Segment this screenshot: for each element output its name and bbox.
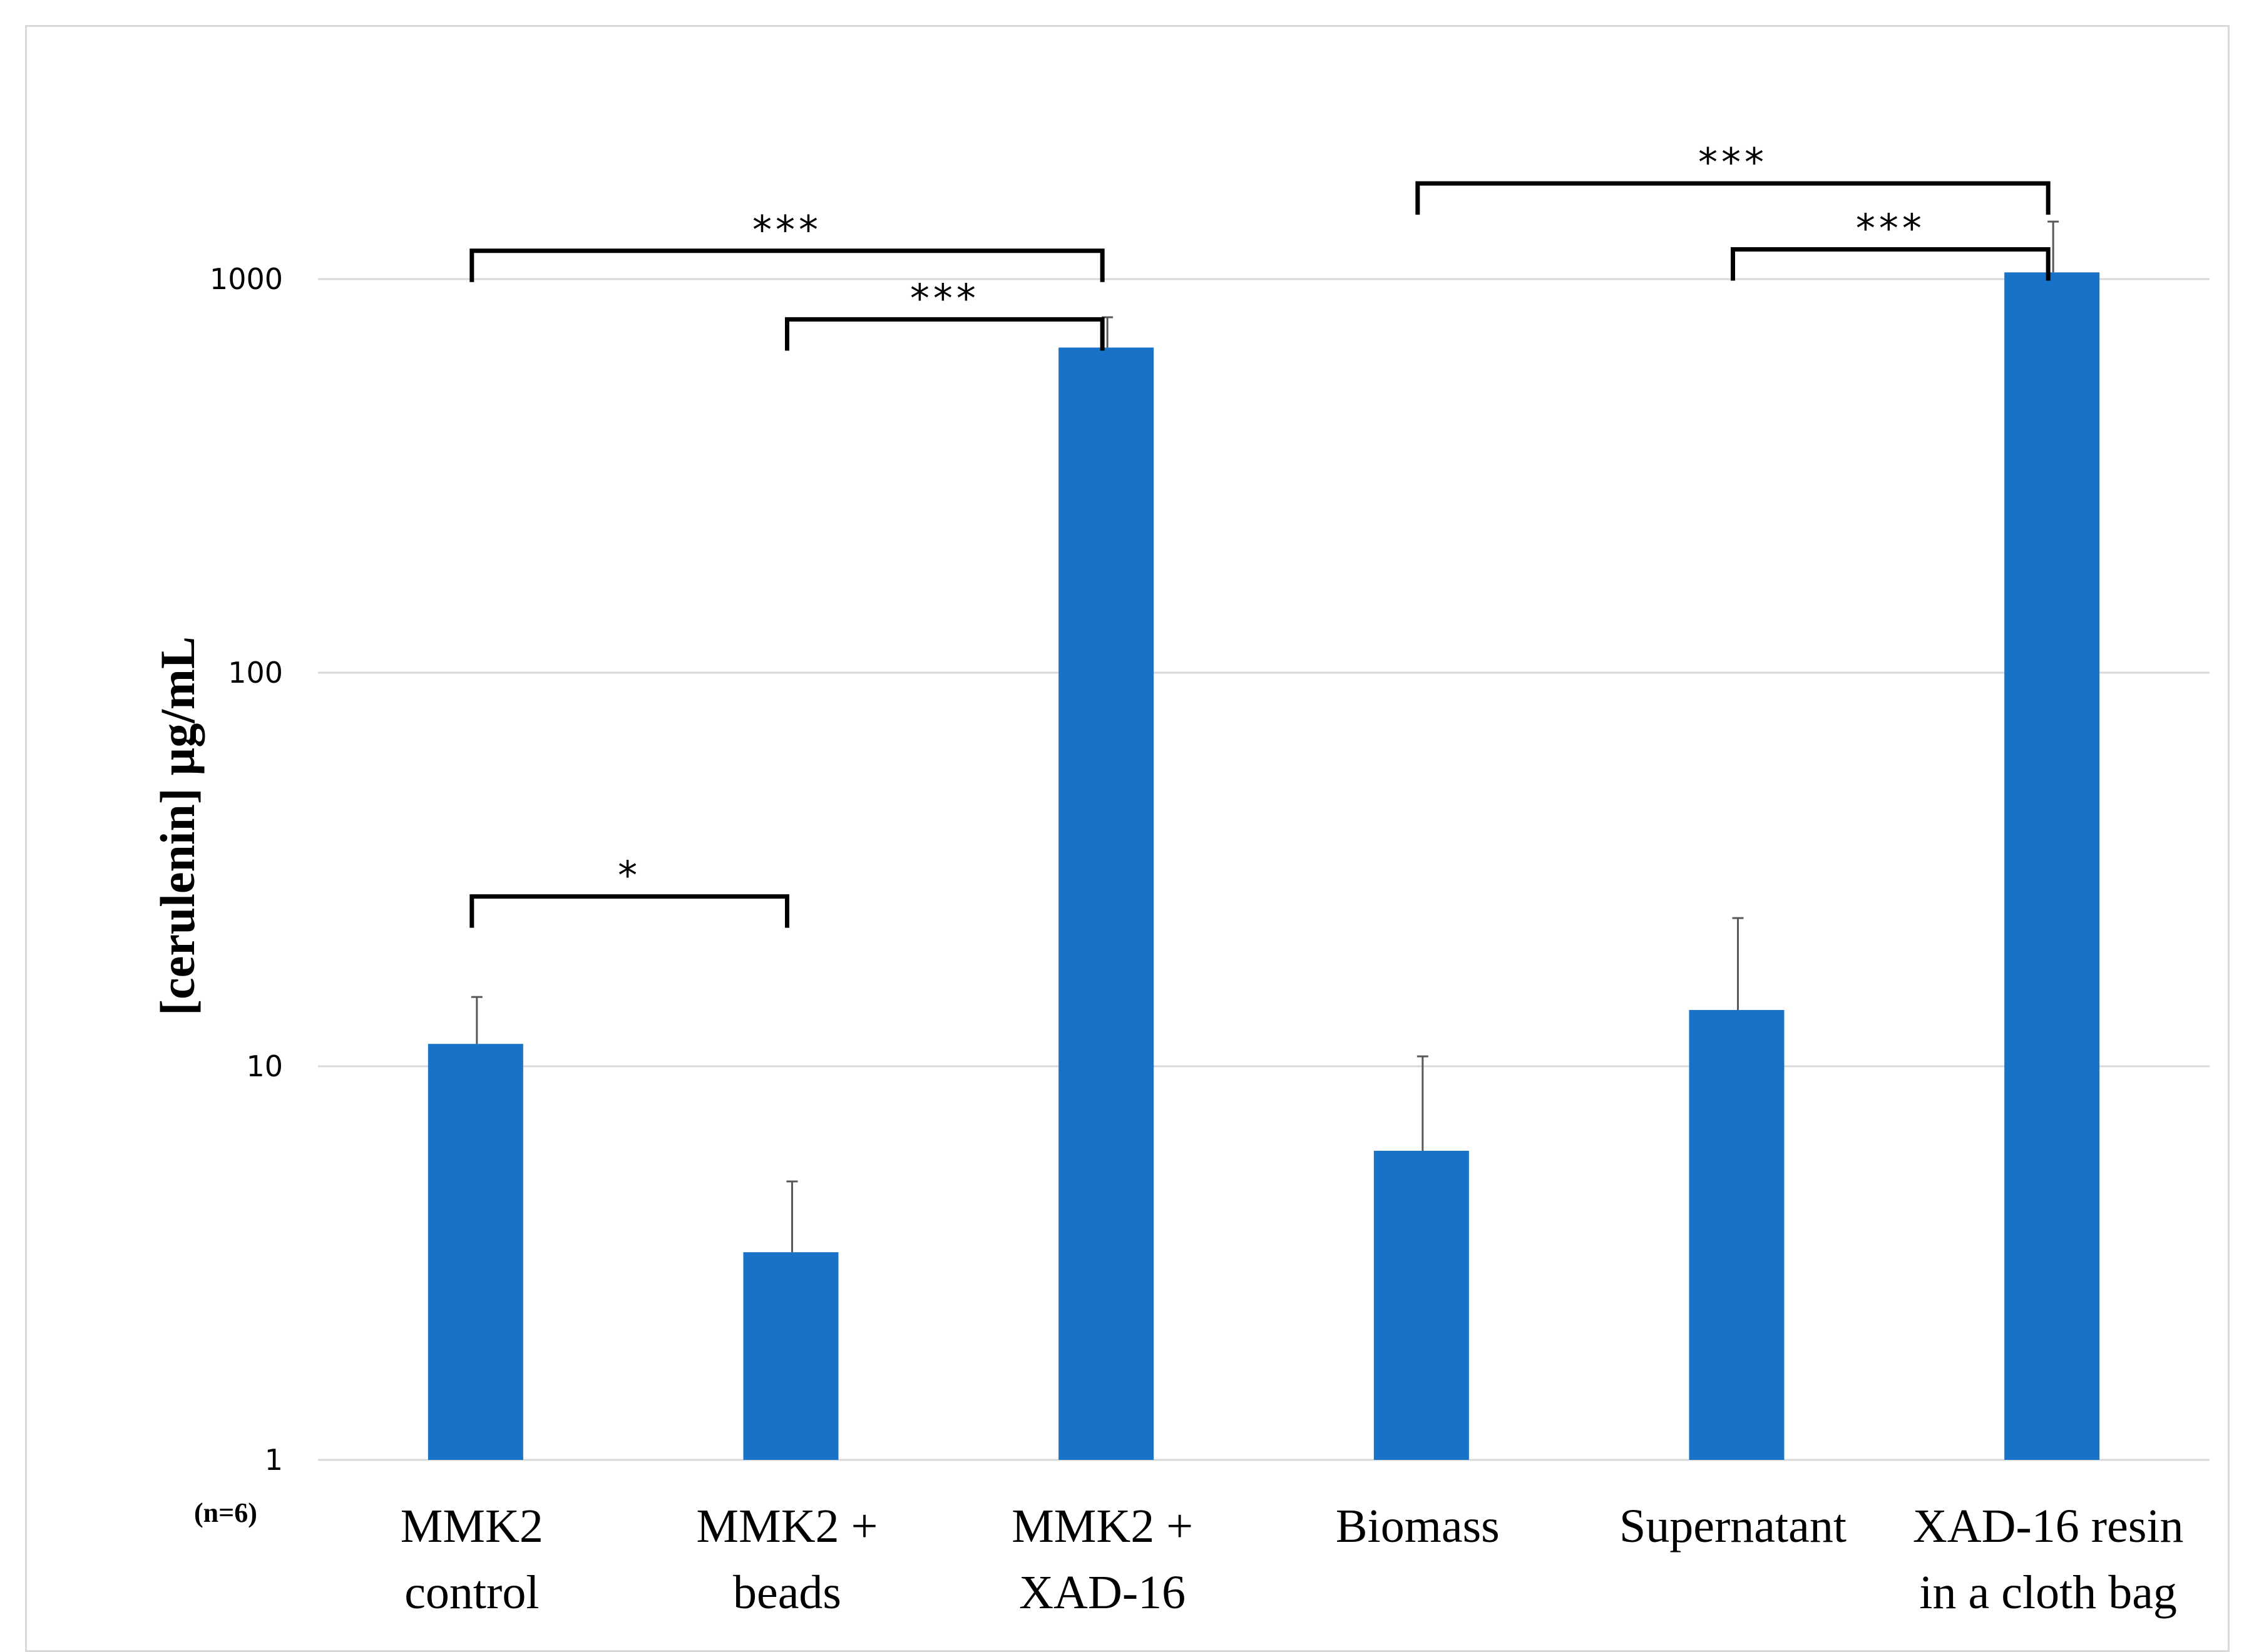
significance-brackets: ************* [469,140,2051,928]
y-tick-label: 100 [228,656,283,690]
y-tick-label: 10 [246,1049,283,1083]
category-label: beads [733,1566,841,1619]
bar [1058,347,1154,1460]
significance-bracket [785,317,1105,351]
significance-bracket [469,248,1105,282]
category-label: in a cloth bag [1919,1566,2177,1619]
category-label: XAD-16 resin [1913,1500,2184,1553]
gridlines [318,278,2210,1461]
category-label: control [404,1566,539,1619]
significance-label: * [618,853,641,899]
error-bars [471,220,2059,1253]
category-label: MMK2 + [697,1500,878,1553]
y-tick-label: 1 [265,1443,283,1477]
category-label: Supernatant [1619,1500,1847,1553]
bars [428,272,2100,1461]
significance-bracket [1415,181,2051,215]
category-label: MMK2 [401,1500,543,1553]
category-label: Biomass [1336,1500,1500,1553]
bar [2004,272,2100,1461]
significance-label: *** [1698,140,1768,185]
significance-bracket [469,894,789,928]
sample-size-label: (n=6) [194,1497,257,1528]
y-axis-label: [cerulenin] µg/mL [150,636,205,1016]
bar [1689,1010,1785,1460]
bar [743,1252,839,1460]
category-label: XAD-16 [1019,1566,1186,1619]
category-labels: MMK2 control MMK2 + beads MMK2 + XAD-16 Biomas… [401,1500,2184,1619]
significance-label: *** [1856,205,1925,251]
y-axis-ticks: 1 10 100 1000 [210,262,283,1477]
bar [428,1044,523,1460]
y-tick-label: 1000 [210,262,283,296]
significance-bracket [1731,247,2051,281]
significance-label: *** [752,207,822,253]
significance-label: *** [910,275,980,321]
bar [1373,1151,1469,1460]
category-label: MMK2 + [1012,1500,1193,1553]
